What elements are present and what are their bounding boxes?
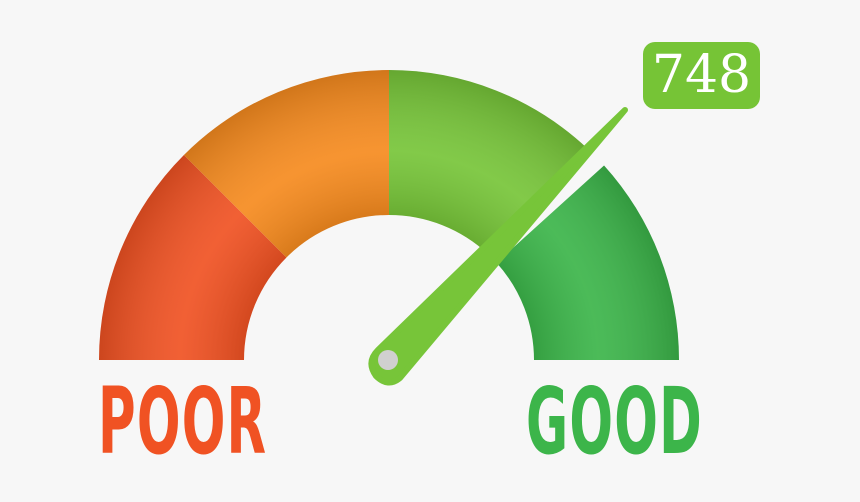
needle-pivot [378,350,398,370]
segment-shading [183,70,389,258]
good-label: GOOD [526,368,703,475]
segment-shading [99,154,287,360]
segment-shading [496,165,679,360]
poor-label: POOR [98,368,268,475]
segment-shading [389,70,588,255]
gauge-needle [368,107,628,386]
score-badge: 748 [643,42,760,109]
